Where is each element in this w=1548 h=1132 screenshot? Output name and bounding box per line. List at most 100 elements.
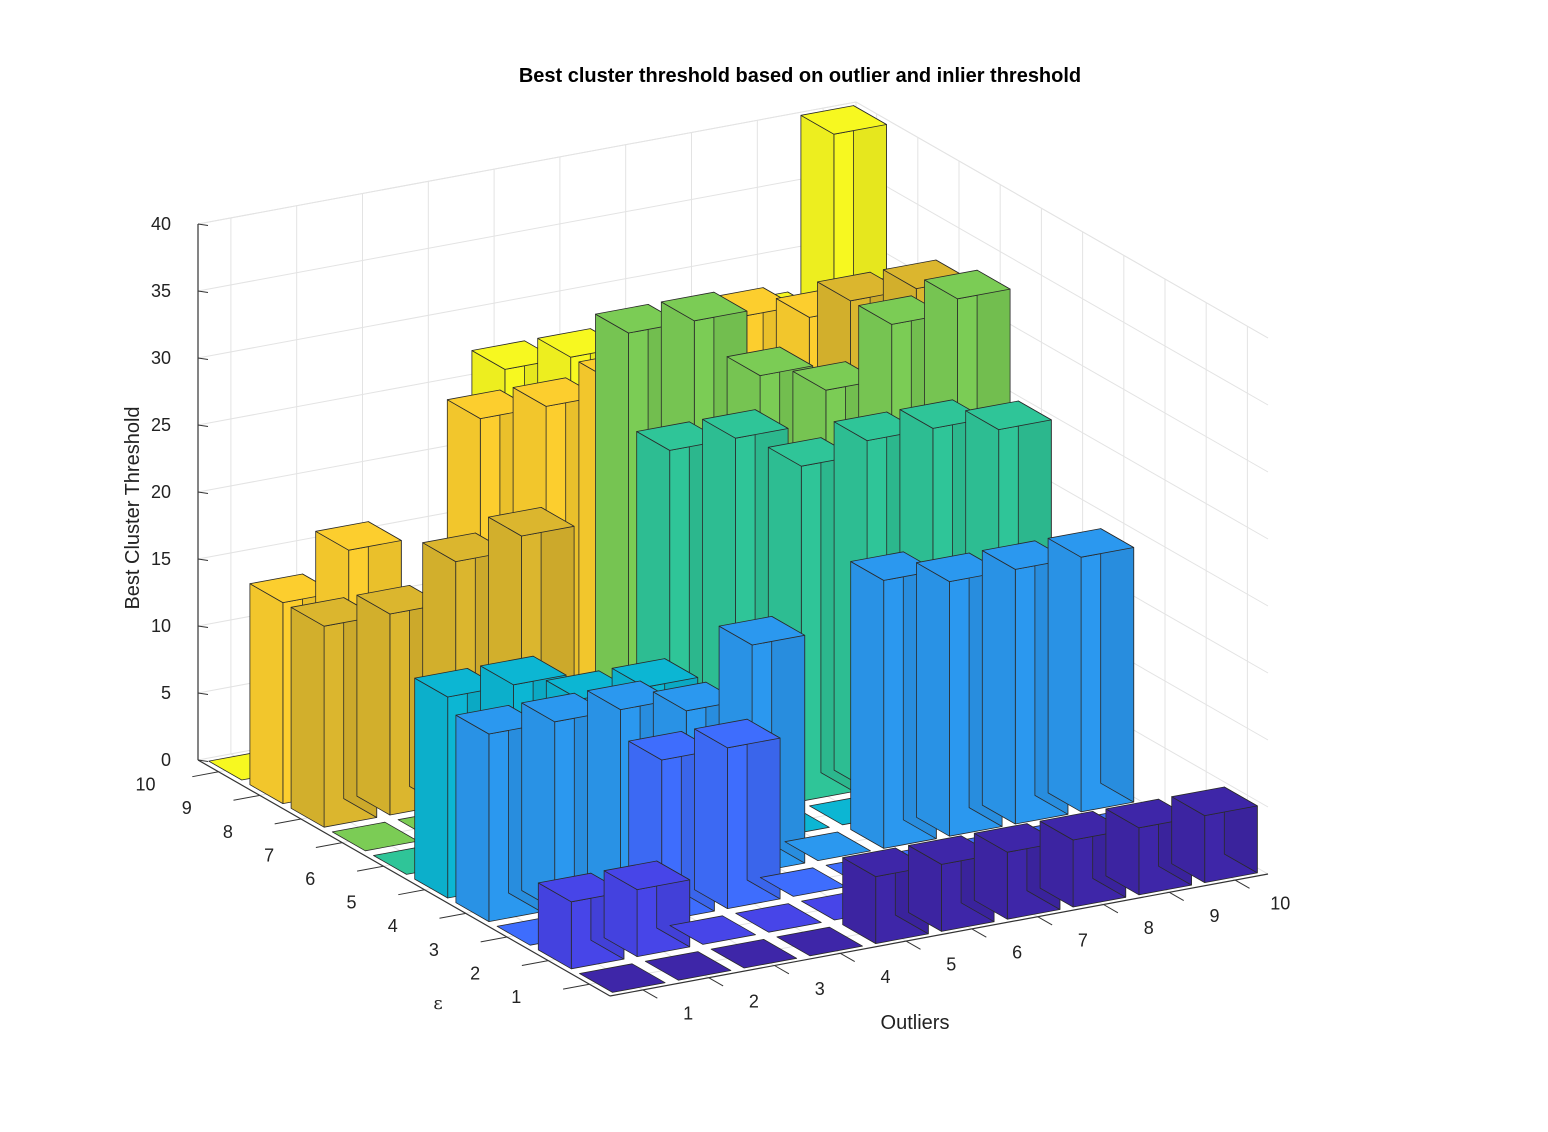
y-tick xyxy=(398,889,425,896)
x-tick xyxy=(840,952,855,962)
z-tick xyxy=(197,290,209,293)
y-tick-label: 4 xyxy=(388,916,398,936)
bar-side-face xyxy=(290,606,325,828)
y-tick xyxy=(315,842,343,848)
z-tick-label: 40 xyxy=(151,214,171,234)
y-tick-label: 6 xyxy=(305,869,315,889)
y-tick xyxy=(192,771,219,778)
chart-title: Best cluster threshold based on outlier … xyxy=(519,65,1081,87)
x-tick-label: 9 xyxy=(1209,906,1219,926)
bar-top-face xyxy=(776,926,863,957)
bar-side-face xyxy=(356,594,391,816)
x-tick-label: 7 xyxy=(1078,930,1088,950)
bar-side-face xyxy=(414,677,449,899)
y-axis-label: ε xyxy=(433,993,442,1014)
x-tick-label: 1 xyxy=(683,1004,693,1024)
y-tick xyxy=(356,865,384,872)
y-tick-label: 8 xyxy=(223,822,233,842)
bar-top-face xyxy=(660,291,748,322)
y-tick-label: 10 xyxy=(135,775,155,795)
y-tick xyxy=(233,794,260,801)
bar-top-face xyxy=(603,860,691,890)
z-tick-label: 0 xyxy=(161,750,171,770)
bar xyxy=(735,903,822,933)
z-tick xyxy=(197,491,209,494)
bar-top-face xyxy=(924,269,1011,300)
x-tick xyxy=(1169,891,1184,901)
z-tick xyxy=(197,625,209,628)
z-tick xyxy=(197,424,209,427)
bar-side-face xyxy=(694,728,728,909)
bar-top-face xyxy=(488,506,575,537)
bar-top-face xyxy=(331,821,419,852)
bar xyxy=(1047,528,1135,813)
x-axis-line xyxy=(609,873,1269,997)
y-tick xyxy=(521,960,549,966)
x-tick xyxy=(1103,904,1119,914)
x-tick-label: 5 xyxy=(946,955,956,975)
bar-top-face xyxy=(800,105,887,135)
bar-top-face xyxy=(784,831,871,861)
x-tick-label: 6 xyxy=(1012,943,1022,963)
y-axis-line xyxy=(197,759,611,997)
bar-top-face xyxy=(1171,786,1258,816)
y-tick xyxy=(439,912,466,919)
z-tick-label: 25 xyxy=(151,415,171,435)
bar xyxy=(669,915,756,945)
x-tick xyxy=(905,940,921,950)
bar-side-face xyxy=(850,561,885,849)
bar-top-face xyxy=(315,521,402,551)
x-tick-label: 8 xyxy=(1144,918,1154,938)
x-tick xyxy=(1037,916,1053,926)
x-tick xyxy=(642,989,658,999)
bar xyxy=(1171,786,1258,883)
bar-side-face xyxy=(746,718,781,900)
bar xyxy=(710,939,798,969)
bar-top-face xyxy=(718,616,806,646)
bar-top-face xyxy=(644,951,732,981)
bar-top-face xyxy=(710,939,798,969)
x-tick xyxy=(708,977,724,987)
bar-top-face xyxy=(1047,528,1135,558)
bar-side-face xyxy=(521,702,556,910)
bar-side-face xyxy=(916,562,950,837)
x-tick-label: 2 xyxy=(749,991,759,1011)
bars-layer xyxy=(208,105,1258,993)
bar-side-face xyxy=(587,690,621,898)
y-tick-label: 9 xyxy=(182,798,192,818)
bar-top-face xyxy=(579,963,666,993)
bar xyxy=(784,831,871,861)
x-tick xyxy=(1234,879,1250,889)
bar-side-face xyxy=(1100,528,1135,803)
bar-top-face xyxy=(726,346,814,377)
z-tick-label: 15 xyxy=(151,549,171,569)
y-tick-label: 5 xyxy=(347,893,357,913)
z-tick xyxy=(197,759,209,762)
bar xyxy=(694,718,781,909)
bar xyxy=(331,821,419,852)
x-tick-label: 10 xyxy=(1270,894,1290,914)
x-tick-label: 4 xyxy=(880,967,890,987)
z-tick-label: 5 xyxy=(161,683,171,703)
bar-top-face xyxy=(669,915,756,945)
bar xyxy=(579,963,666,993)
bar-top-face xyxy=(965,400,1052,431)
bar-top-face xyxy=(694,718,781,749)
bar-top-face xyxy=(759,867,847,897)
z-tick-label: 35 xyxy=(151,281,171,301)
z-tick xyxy=(197,223,209,226)
y-tick xyxy=(274,818,302,825)
bar xyxy=(776,926,863,957)
bar-top-face xyxy=(702,409,789,439)
x-tick xyxy=(971,928,987,938)
z-axis-label: Best Cluster Threshold xyxy=(122,406,144,609)
bar-side-face xyxy=(1047,537,1082,813)
y-tick xyxy=(562,983,590,990)
bar xyxy=(644,951,732,981)
bar xyxy=(603,860,691,957)
x-tick xyxy=(774,965,790,975)
y-tick-label: 1 xyxy=(511,987,521,1007)
z-tick xyxy=(197,357,209,360)
y-tick-label: 7 xyxy=(264,845,274,865)
